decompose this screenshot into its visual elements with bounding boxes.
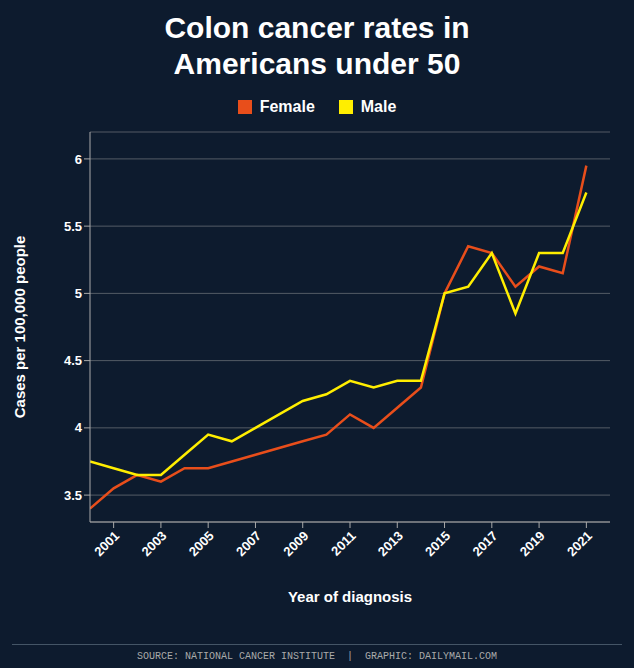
svg-text:5: 5 (75, 286, 82, 301)
svg-text:Cases per 100,000 people: Cases per 100,000 people (11, 236, 28, 419)
svg-text:2007: 2007 (233, 528, 264, 559)
html-text:Female: Female (259, 98, 315, 115)
svg-text:6: 6 (75, 152, 82, 167)
svg-text:2013: 2013 (375, 528, 406, 559)
html-text:SOURCE: NATIONAL CANCER INSTIT: SOURCE: NATIONAL CANCER INSTITUTE | GRAP… (137, 651, 497, 662)
svg-text:4: 4 (75, 420, 83, 435)
svg-text:2011: 2011 (328, 528, 359, 559)
svg-text:2009: 2009 (280, 528, 311, 559)
svg-text:2015: 2015 (422, 528, 453, 559)
svg-text:2021: 2021 (564, 528, 595, 559)
svg-text:2017: 2017 (469, 528, 500, 559)
svg-text:2005: 2005 (186, 528, 217, 559)
svg-text:4.5: 4.5 (64, 353, 82, 368)
svg-text:5.5: 5.5 (64, 219, 82, 234)
svg-text:Year of diagnosis: Year of diagnosis (288, 588, 412, 605)
svg-text:3.5: 3.5 (64, 488, 82, 503)
html-text:Colon cancer rates in: Colon cancer rates in (164, 11, 470, 44)
svg-text:2001: 2001 (91, 528, 122, 559)
html-text:Americans under 50: Americans under 50 (173, 47, 461, 80)
svg-text:2003: 2003 (138, 528, 169, 559)
svg-text:2019: 2019 (517, 528, 548, 559)
html-text:Male: Male (360, 98, 397, 115)
